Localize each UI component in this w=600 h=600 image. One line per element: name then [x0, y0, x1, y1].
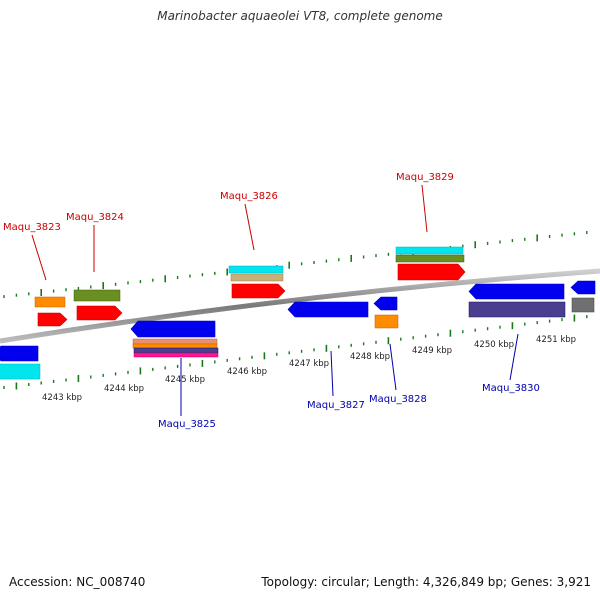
feature-3829-olive — [395, 254, 465, 263]
accession-text: Accession: NC_008740 — [9, 575, 146, 589]
feature-3828-orange — [374, 314, 399, 329]
gene-label-maqu-3827[interactable]: Maqu_3827 — [307, 400, 365, 411]
feature-3829-cyan — [395, 246, 464, 255]
feature-left-cyan — [0, 363, 41, 380]
feature-right-gray — [571, 297, 595, 313]
genome-backbone — [0, 268, 600, 344]
scale-label-4245: 4245 kbp — [165, 375, 205, 385]
genome-summary-text: Topology: circular; Length: 4,326,849 bp… — [261, 575, 591, 589]
leader-maqu-3829 — [421, 184, 428, 233]
leader-maqu-3828 — [389, 343, 397, 391]
feature-3825-salmon — [132, 338, 218, 345]
gene-label-maqu-3826[interactable]: Maqu_3826 — [220, 191, 278, 202]
label-leaders — [31, 184, 519, 416]
feature-3823-orange — [34, 296, 66, 308]
feature-3825-magenta — [133, 352, 219, 358]
feature-3824-cds — [76, 305, 123, 321]
feature-track — [0, 246, 596, 380]
feature-3825-slate — [133, 347, 219, 354]
feature-3823-cds — [37, 312, 68, 327]
scale-label-4248: 4248 kbp — [350, 352, 390, 362]
feature-3825-cds — [130, 320, 216, 338]
gene-label-maqu-3829[interactable]: Maqu_3829 — [396, 172, 454, 183]
gene-label-maqu-3830[interactable]: Maqu_3830 — [482, 383, 540, 394]
gene-label-maqu-3828[interactable]: Maqu_3828 — [369, 394, 427, 405]
scale-label-4244: 4244 kbp — [104, 384, 144, 394]
scale-label-4243: 4243 kbp — [42, 393, 82, 403]
scale-label-4249: 4249 kbp — [412, 346, 452, 356]
feature-3830-slate — [468, 301, 566, 318]
leader-maqu-3826 — [244, 203, 255, 251]
leader-maqu-3827 — [330, 350, 334, 397]
feature-3825-orange — [132, 343, 218, 349]
feature-3828-cds — [373, 296, 398, 311]
scale-label-4250: 4250 kbp — [474, 340, 514, 350]
feature-3827-cds — [287, 301, 369, 318]
map-title: Marinobacter aquaeolei VT8, complete gen… — [157, 9, 443, 23]
feature-3830-cds — [468, 283, 565, 300]
scale-label-4247: 4247 kbp — [289, 359, 329, 369]
scale-label-4251: 4251 kbp — [536, 335, 576, 345]
feature-right-reverse-cds — [570, 280, 596, 295]
feature-left-reverse-cds — [0, 345, 39, 362]
feature-3826-cyan — [228, 265, 284, 274]
gene-label-maqu-3824[interactable]: Maqu_3824 — [66, 212, 124, 223]
gene-label-maqu-3823[interactable]: Maqu_3823 — [3, 222, 61, 233]
inner-tick-track — [3, 314, 588, 390]
feature-3826-tan — [230, 273, 284, 282]
feature-3826-cds — [231, 283, 286, 299]
gene-label-maqu-3825[interactable]: Maqu_3825 — [158, 419, 216, 430]
leader-maqu-3823 — [31, 234, 47, 281]
scale-label-4246: 4246 kbp — [227, 367, 267, 377]
feature-3829-cds — [397, 263, 466, 281]
leader-maqu-3830 — [509, 333, 519, 381]
feature-3824-olive — [73, 289, 121, 302]
